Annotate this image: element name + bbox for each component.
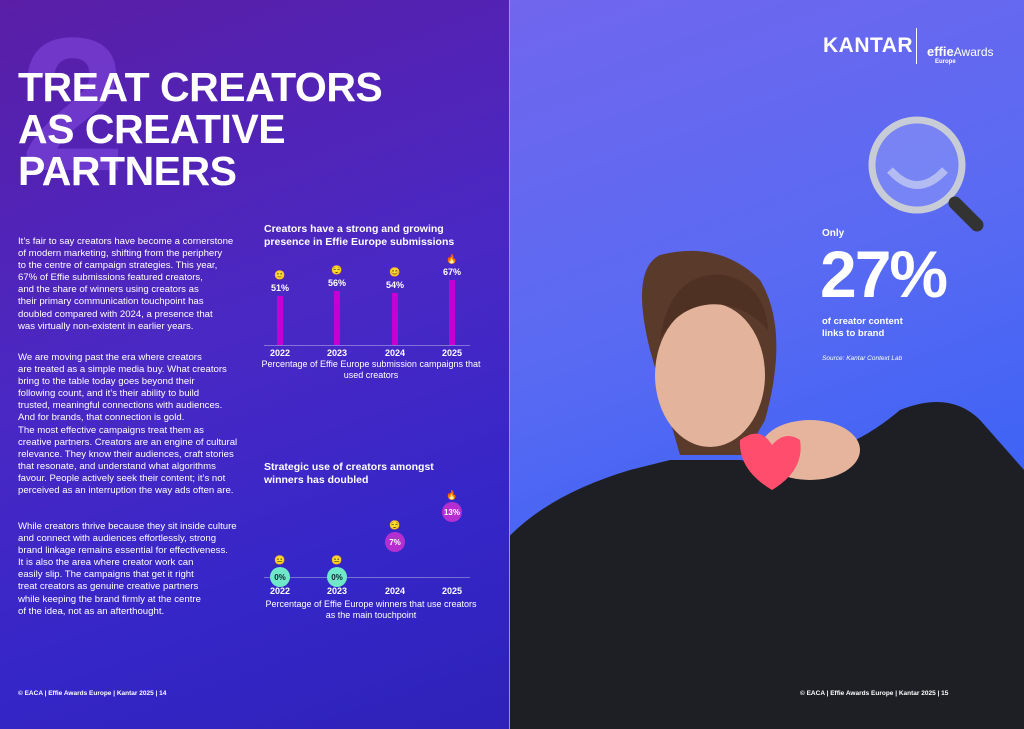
left-page: 2 TREAT CREATORS AS CREATIVE PARTNERS It… bbox=[0, 0, 510, 729]
body-line: to the centre of campaign strategies. Th… bbox=[18, 260, 218, 272]
body-line: creative partners. Creators are an engin… bbox=[18, 436, 238, 448]
body-paragraph: We are moving past the era where creator… bbox=[18, 352, 258, 497]
body-line: It is also the area where creator work c… bbox=[18, 557, 194, 569]
body-line: trusted, meaningful connections with aud… bbox=[18, 400, 223, 412]
page-divider bbox=[509, 0, 510, 729]
body-line: of the idea, not as an afterthought. bbox=[18, 605, 165, 617]
x-tick-label: 2025 bbox=[441, 348, 463, 358]
body-line: It’s fair to say creators have become a … bbox=[18, 236, 234, 247]
body-paragraph: While creators thrive because they sit i… bbox=[18, 521, 258, 618]
section-number: 2 bbox=[20, 0, 126, 211]
stat-prefix: Only bbox=[822, 228, 845, 239]
person-photo bbox=[510, 250, 1024, 729]
fire-icon: 🔥 bbox=[446, 490, 458, 500]
body-line: perceived as an interruption the way ads… bbox=[18, 485, 234, 497]
chart1-title: Creators have a strong and growing prese… bbox=[264, 223, 455, 248]
body-line: while keeping the brand firmly at the ce… bbox=[18, 593, 201, 605]
stat-value: 27% bbox=[820, 237, 948, 311]
body-line: of modern marketing, shifting from the p… bbox=[18, 248, 223, 260]
right-page bbox=[510, 0, 1024, 729]
body-line: 67% of Effie submissions featured creato… bbox=[18, 272, 203, 284]
body-line: that resonate, and understand what algor… bbox=[18, 460, 216, 472]
region-text: Europe bbox=[935, 59, 956, 65]
body-line: doubled compared with 2024, a presence t… bbox=[18, 308, 213, 320]
neutral-face-icon: 😐 bbox=[331, 555, 343, 565]
chart1-caption: Percentage of Effie Europe submission ca… bbox=[261, 359, 481, 380]
title-line: PARTNERS bbox=[18, 148, 237, 194]
data-point: 0% bbox=[327, 567, 347, 587]
bar bbox=[449, 280, 455, 345]
body-line: their primary communication touchpoint h… bbox=[18, 296, 204, 308]
page-footer-right: © EACA | Effie Awards Europe | Kantar 20… bbox=[800, 690, 949, 697]
body-line: bring to the table today goes beyond the… bbox=[18, 376, 195, 388]
fire-icon: 🔥 bbox=[446, 254, 458, 264]
body-line: are treated as a simple media buy. What … bbox=[18, 364, 227, 376]
relieved-face-icon: 😌 bbox=[331, 264, 343, 275]
data-point: 0% bbox=[270, 567, 290, 587]
body-line: We are moving past the era where creator… bbox=[18, 352, 202, 363]
x-tick-label: 2023 bbox=[326, 348, 348, 358]
stat-line: of creator content bbox=[822, 316, 903, 327]
logo-divider bbox=[916, 28, 917, 64]
magnifying-glass-icon bbox=[868, 116, 984, 232]
body-line: and the share of winners using creators … bbox=[18, 284, 199, 296]
body-line: brand linkage remains essential for effe… bbox=[18, 545, 228, 557]
body-line: While creators thrive because they sit i… bbox=[18, 521, 237, 532]
stat-line: links to brand bbox=[822, 328, 885, 339]
body-line: And for brands, that connection is gold. bbox=[18, 412, 185, 424]
body-paragraph: It’s fair to say creators have become a … bbox=[18, 236, 258, 333]
effie-text: effie bbox=[927, 44, 954, 59]
body-line: was virtually non-existent in earlier ye… bbox=[18, 320, 194, 332]
data-point: 13% bbox=[442, 502, 462, 522]
x-tick-label: 2022 bbox=[269, 348, 291, 358]
body-line: favour. People actively seek their conte… bbox=[18, 472, 226, 484]
chart2-caption: Percentage of Effie Europe winners that … bbox=[265, 599, 477, 620]
bar bbox=[334, 290, 340, 345]
stat-description: of creator content links to brand bbox=[822, 316, 903, 340]
x-tick-label: 2024 bbox=[384, 348, 406, 358]
body-line: treat creators as genuine creative partn… bbox=[18, 581, 199, 593]
relieved-face-icon: 😌 bbox=[389, 520, 401, 530]
title-line: TREAT CREATORS bbox=[18, 64, 383, 110]
body-line: relevance. They know their audiences, cr… bbox=[18, 448, 234, 460]
body-line: The most effective campaigns treat them … bbox=[18, 424, 204, 436]
chart2-title: Strategic use of creators amongst winner… bbox=[264, 461, 434, 486]
bar bbox=[392, 292, 398, 345]
bar bbox=[277, 295, 283, 345]
body-line: and connect with audiences effortlessly,… bbox=[18, 533, 217, 545]
effie-awards-logo: effieAwards Europe bbox=[927, 44, 994, 65]
chart1-axis bbox=[264, 345, 470, 346]
title-line: AS CREATIVE bbox=[18, 106, 286, 152]
kantar-logo: KANTAR bbox=[823, 34, 914, 57]
data-label: 67% bbox=[442, 267, 462, 277]
source-note: Source: Kantar Context Lab bbox=[822, 355, 903, 362]
x-tick-label: 2025 bbox=[441, 586, 463, 596]
body-line: easily slip. The campaigns that get it r… bbox=[18, 569, 194, 581]
chart2-axis bbox=[264, 577, 470, 578]
awards-text: Awards bbox=[953, 45, 994, 59]
x-tick-label: 2022 bbox=[269, 586, 291, 596]
smiling-face-icon: 😊 bbox=[389, 266, 401, 277]
data-label: 54% bbox=[385, 279, 405, 290]
page-title: TREAT CREATORS AS CREATIVE PARTNERS bbox=[18, 64, 383, 194]
data-label: 51% bbox=[270, 282, 290, 293]
data-point: 7% bbox=[385, 532, 405, 552]
slightly-smiling-face-icon: 🙂 bbox=[274, 269, 286, 280]
body-line: following count, and it’s their ability … bbox=[18, 388, 200, 400]
page-footer-left: © EACA | Effie Awards Europe | Kantar 20… bbox=[18, 690, 167, 697]
x-tick-label: 2024 bbox=[384, 586, 406, 596]
x-tick-label: 2023 bbox=[326, 586, 348, 596]
neutral-face-icon: 😐 bbox=[274, 555, 286, 565]
data-label: 56% bbox=[327, 277, 347, 288]
